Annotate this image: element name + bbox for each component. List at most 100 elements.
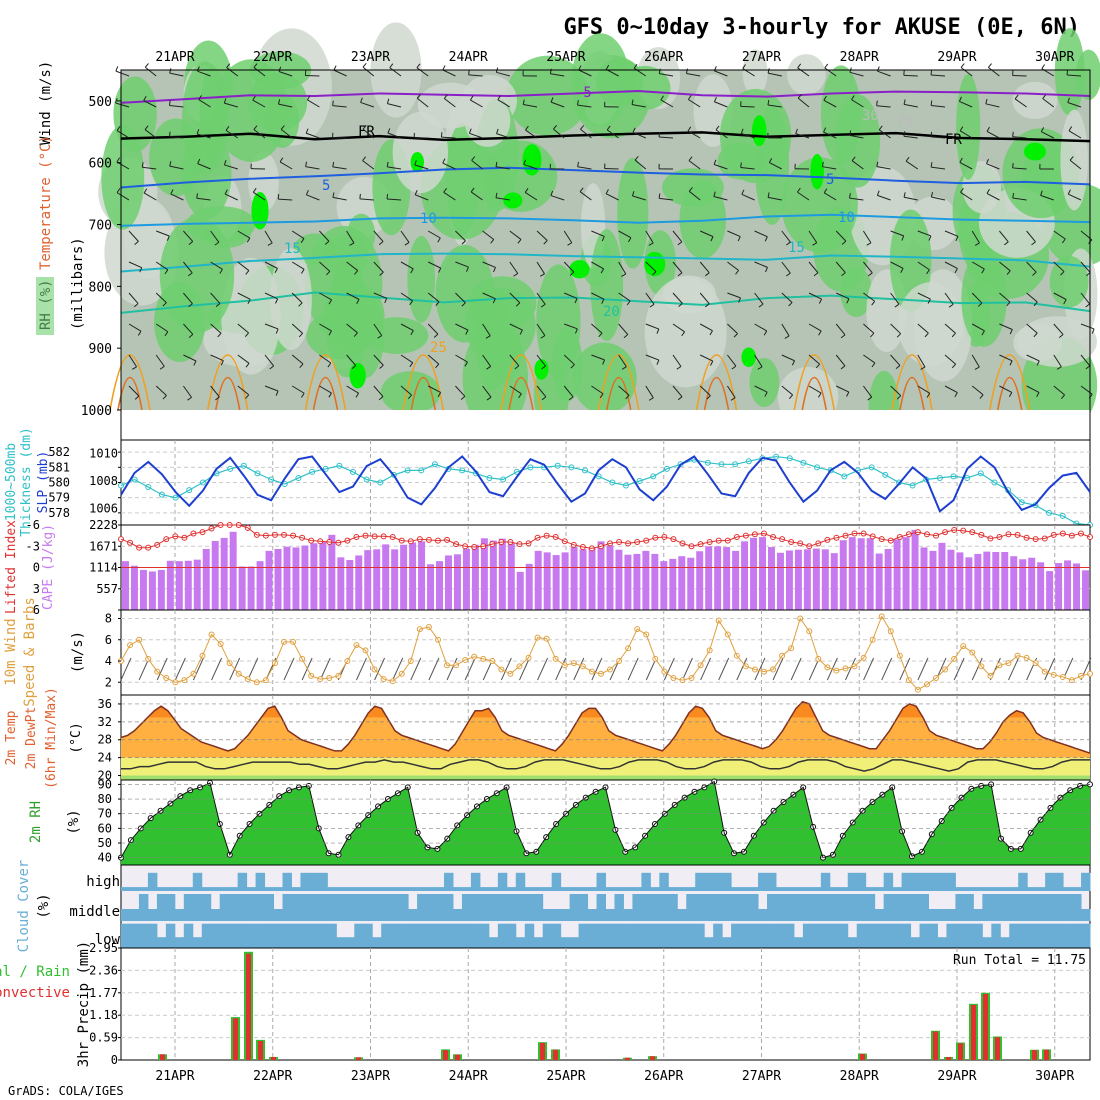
cloud-bar bbox=[174, 937, 185, 948]
cloud-bar bbox=[121, 923, 131, 948]
cloud-bar bbox=[201, 923, 212, 948]
y-tick: 4 bbox=[105, 654, 112, 668]
wind-barb bbox=[427, 292, 440, 303]
cloud-bar bbox=[659, 894, 669, 921]
cloud-bar bbox=[372, 894, 382, 921]
wind-barb-flag bbox=[625, 394, 630, 400]
wind-barb-flag bbox=[461, 240, 466, 245]
wind-barb-flag bbox=[926, 393, 931, 398]
wind-barb-flag bbox=[541, 365, 546, 370]
upper-ylabel: (millibars) bbox=[70, 237, 86, 330]
cloud-bar bbox=[1081, 923, 1091, 948]
wind-barb-flag bbox=[410, 330, 414, 336]
wind-barb-flag bbox=[634, 155, 639, 161]
cloud-bar bbox=[677, 887, 687, 891]
cloud-bar bbox=[542, 909, 553, 921]
surface-wind-barb bbox=[319, 657, 331, 681]
precip-conv-bar bbox=[983, 993, 988, 1060]
surface-wind-barb bbox=[446, 657, 458, 681]
wind-barb-flag bbox=[492, 298, 496, 304]
temp-axis-a: 2m Temp bbox=[4, 710, 19, 765]
wind-barb-flag bbox=[407, 394, 413, 400]
cloud-bar bbox=[1054, 872, 1064, 891]
wind-barb bbox=[482, 261, 496, 268]
cloud-bar bbox=[156, 887, 167, 891]
wind-barb-flag bbox=[143, 188, 148, 194]
wind-barb bbox=[1068, 130, 1082, 139]
rh-high-patch bbox=[349, 362, 366, 389]
surface-wind-barb bbox=[1008, 657, 1019, 681]
wind-barb bbox=[971, 385, 984, 396]
wind-barb-flag bbox=[1085, 365, 1091, 370]
cloud-bar bbox=[865, 894, 876, 921]
wind-barb-flag bbox=[567, 242, 573, 246]
wind-barb bbox=[606, 129, 619, 139]
wind-barb bbox=[618, 230, 632, 239]
cloud-bar bbox=[452, 923, 463, 948]
wind-barb bbox=[645, 354, 660, 361]
cloud-bar bbox=[973, 923, 983, 948]
wind-barb-flag bbox=[351, 365, 357, 370]
wind-barb bbox=[1042, 98, 1055, 108]
cloud-bar bbox=[542, 923, 553, 948]
wind-barb-flag bbox=[688, 156, 693, 161]
wind-barb-flag bbox=[677, 272, 683, 277]
surface-wind-barb bbox=[682, 657, 693, 681]
wind-barb-flag bbox=[955, 236, 959, 242]
wind-barb-flag bbox=[550, 190, 554, 196]
cloud-bar bbox=[318, 872, 328, 891]
wind-barb-flag bbox=[926, 269, 930, 275]
cloud-bar bbox=[264, 887, 275, 891]
wind-barb bbox=[253, 129, 266, 139]
wind-barb-flag bbox=[602, 359, 605, 365]
wind-barb bbox=[605, 193, 619, 201]
wind-barb bbox=[631, 104, 646, 108]
cloud-bar bbox=[426, 887, 436, 891]
wind-barb bbox=[672, 261, 683, 274]
cape-bar bbox=[1073, 563, 1081, 610]
wind-barb-flag bbox=[764, 236, 768, 242]
wind-barb-flag bbox=[305, 161, 308, 167]
date-label-bottom: 23APR bbox=[351, 1069, 390, 1084]
wind-barb bbox=[618, 261, 627, 275]
wind-barb-flag bbox=[299, 363, 304, 368]
wind-barb bbox=[877, 194, 891, 201]
wind-barb-flag bbox=[519, 329, 523, 335]
cape-bar bbox=[759, 537, 766, 610]
wind-barb bbox=[580, 128, 592, 139]
surface-wind-barb bbox=[663, 657, 675, 681]
wind-barb-flag bbox=[1012, 192, 1015, 199]
cape-bar bbox=[489, 540, 497, 610]
cloud-bar bbox=[982, 937, 992, 948]
wind-barb-flag bbox=[168, 131, 171, 137]
wind-barb bbox=[835, 323, 846, 336]
cape-bar bbox=[776, 552, 784, 610]
wind-barb-flag bbox=[497, 95, 502, 100]
wind-barb-flag bbox=[524, 188, 529, 193]
wind-barb bbox=[291, 354, 304, 365]
cloud-axis-b-wrap: (%) bbox=[36, 893, 52, 918]
cloud-bar bbox=[749, 887, 759, 891]
surface-wind-barb bbox=[881, 657, 893, 681]
isotherm-15 bbox=[120, 252, 1091, 273]
wind-barb-flag bbox=[223, 98, 227, 104]
wind-barb-flag bbox=[1006, 270, 1011, 275]
wind-barb-flag bbox=[621, 273, 627, 277]
cloud-bar bbox=[381, 887, 391, 891]
temp-axis-b: 2m DewPt bbox=[24, 707, 39, 770]
cape-bar bbox=[911, 529, 919, 610]
wind-barb bbox=[823, 192, 837, 201]
wind-barb bbox=[455, 230, 466, 242]
cloud-bar bbox=[811, 923, 822, 948]
wind-barb bbox=[971, 354, 980, 368]
cloud-bar bbox=[506, 894, 517, 921]
cloud-bar bbox=[883, 923, 894, 948]
rh-axis-a: 2m RH bbox=[28, 801, 44, 843]
cape-bar bbox=[687, 557, 695, 610]
wind-barb-flag bbox=[763, 330, 768, 336]
cape-bar bbox=[1082, 570, 1089, 610]
cloud-bar bbox=[829, 887, 840, 891]
cloud-bar bbox=[1063, 923, 1073, 948]
cloud-bar bbox=[596, 872, 606, 891]
